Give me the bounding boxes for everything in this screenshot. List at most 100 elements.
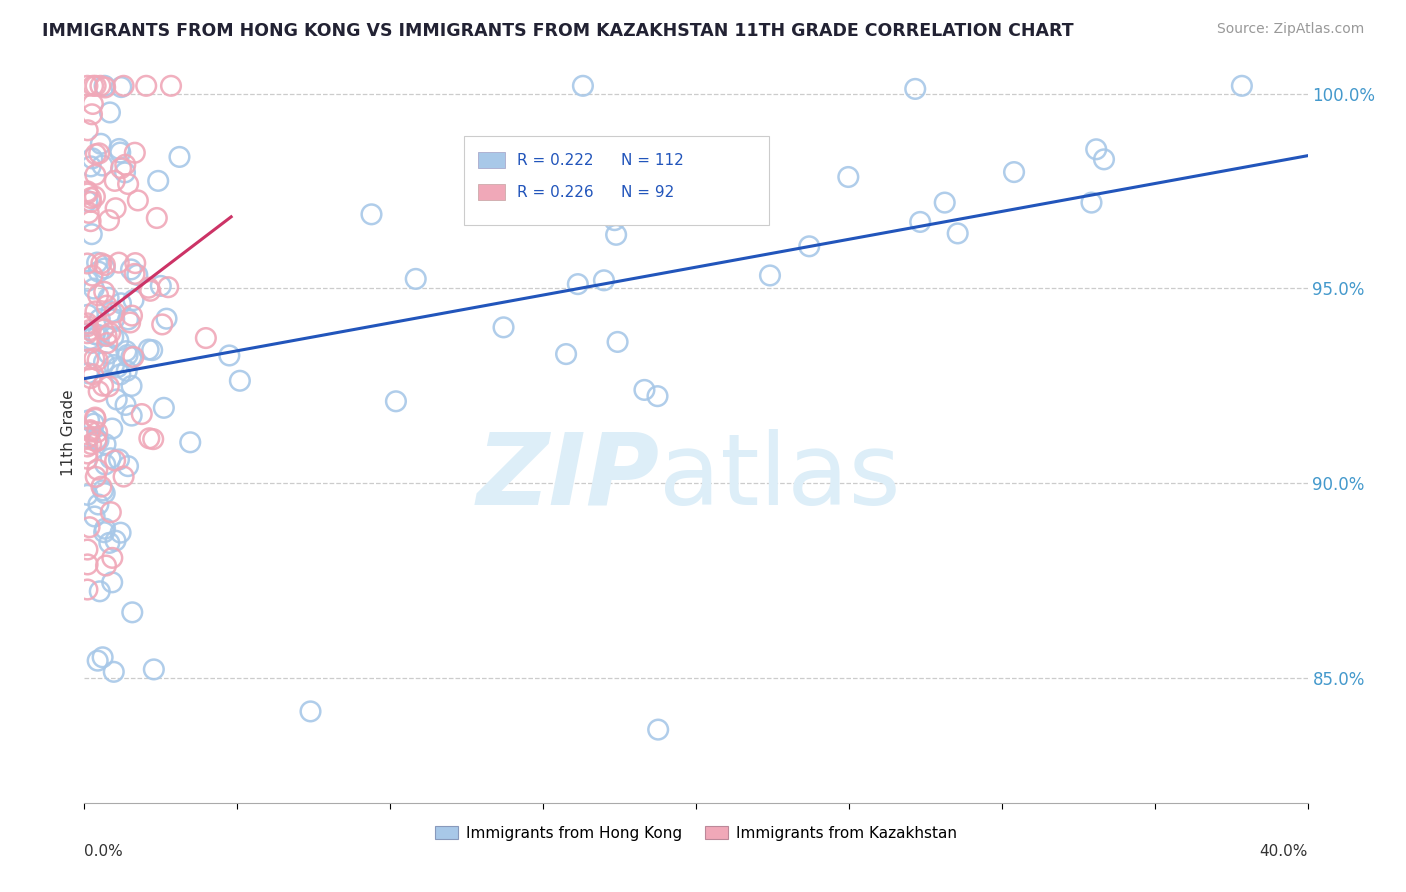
Point bbox=[647, 389, 669, 403]
Point bbox=[1085, 142, 1108, 156]
Point bbox=[79, 425, 101, 439]
Point bbox=[91, 483, 114, 498]
Point bbox=[93, 525, 115, 540]
Point bbox=[139, 284, 162, 298]
Point bbox=[84, 470, 107, 484]
Text: IMMIGRANTS FROM HONG KONG VS IMMIGRANTS FROM KAZAKHSTAN 11TH GRADE CORRELATION C: IMMIGRANTS FROM HONG KONG VS IMMIGRANTS … bbox=[42, 22, 1074, 40]
Point bbox=[146, 211, 169, 225]
Point bbox=[104, 453, 127, 467]
Point bbox=[77, 366, 100, 380]
Point bbox=[107, 255, 129, 269]
Point bbox=[1002, 165, 1025, 179]
Point bbox=[108, 142, 131, 156]
Point bbox=[76, 488, 98, 502]
Point bbox=[104, 305, 127, 319]
Point bbox=[360, 207, 382, 221]
Point bbox=[91, 650, 114, 665]
Point bbox=[112, 469, 135, 483]
Point bbox=[96, 299, 118, 313]
Point bbox=[94, 522, 117, 536]
Point bbox=[229, 374, 252, 388]
Point bbox=[87, 434, 110, 448]
Point bbox=[107, 334, 129, 348]
Point bbox=[80, 335, 103, 350]
Point bbox=[385, 394, 408, 409]
Point bbox=[76, 256, 98, 270]
Point bbox=[112, 78, 135, 93]
Point bbox=[84, 168, 107, 182]
Point bbox=[79, 323, 101, 337]
Point bbox=[90, 480, 112, 494]
Point bbox=[904, 82, 927, 96]
Text: 40.0%: 40.0% bbox=[1260, 844, 1308, 858]
Point bbox=[194, 331, 217, 345]
Point bbox=[77, 352, 100, 367]
Point bbox=[76, 123, 98, 137]
Point bbox=[80, 437, 103, 451]
Point bbox=[121, 605, 143, 619]
Point bbox=[89, 584, 111, 599]
Point bbox=[84, 304, 107, 318]
Point bbox=[120, 262, 142, 277]
Point bbox=[77, 206, 100, 220]
Point bbox=[79, 332, 101, 346]
Point bbox=[83, 282, 105, 296]
Point bbox=[82, 368, 104, 382]
Point bbox=[98, 213, 121, 227]
Point bbox=[114, 165, 136, 179]
Point bbox=[138, 281, 160, 295]
Point bbox=[77, 413, 100, 427]
Point bbox=[110, 80, 132, 95]
Point bbox=[76, 451, 98, 466]
Point bbox=[603, 213, 626, 227]
Point bbox=[79, 423, 101, 437]
Point bbox=[82, 152, 104, 166]
Point bbox=[98, 536, 121, 550]
Point bbox=[104, 201, 127, 215]
Point bbox=[76, 186, 98, 201]
Text: Source: ZipAtlas.com: Source: ZipAtlas.com bbox=[1216, 22, 1364, 37]
Point bbox=[605, 227, 627, 242]
Point bbox=[86, 425, 108, 440]
Point bbox=[135, 78, 157, 93]
Text: N = 112: N = 112 bbox=[621, 153, 685, 168]
Point bbox=[76, 582, 98, 597]
Point bbox=[76, 446, 98, 460]
Point bbox=[606, 334, 628, 349]
Point bbox=[124, 145, 146, 160]
Point bbox=[155, 311, 177, 326]
Point bbox=[572, 78, 595, 93]
Point bbox=[122, 293, 145, 307]
Point bbox=[103, 330, 125, 344]
Point bbox=[567, 277, 589, 292]
Legend: Immigrants from Hong Kong, Immigrants from Kazakhstan: Immigrants from Hong Kong, Immigrants fr… bbox=[429, 820, 963, 847]
FancyBboxPatch shape bbox=[478, 152, 505, 169]
Point bbox=[84, 147, 107, 161]
Point bbox=[86, 654, 108, 668]
Point bbox=[124, 256, 146, 270]
Point bbox=[93, 355, 115, 369]
Point bbox=[82, 78, 104, 93]
Point bbox=[110, 368, 132, 382]
Point bbox=[76, 431, 98, 445]
Point bbox=[837, 169, 859, 184]
Point bbox=[110, 161, 132, 176]
Point bbox=[101, 575, 124, 590]
Point bbox=[647, 723, 669, 737]
Point bbox=[94, 261, 117, 276]
Point bbox=[153, 401, 176, 415]
Point bbox=[405, 272, 427, 286]
Point bbox=[91, 378, 114, 392]
Point bbox=[117, 348, 139, 362]
Point bbox=[79, 371, 101, 385]
Point bbox=[83, 417, 105, 431]
Point bbox=[90, 136, 112, 151]
Text: R = 0.226: R = 0.226 bbox=[517, 185, 593, 200]
Point bbox=[87, 384, 110, 399]
Point bbox=[142, 662, 165, 676]
Point bbox=[96, 329, 118, 343]
Point bbox=[94, 80, 117, 95]
Y-axis label: 11th Grade: 11th Grade bbox=[60, 389, 76, 476]
Point bbox=[79, 214, 101, 228]
Point bbox=[759, 268, 782, 283]
